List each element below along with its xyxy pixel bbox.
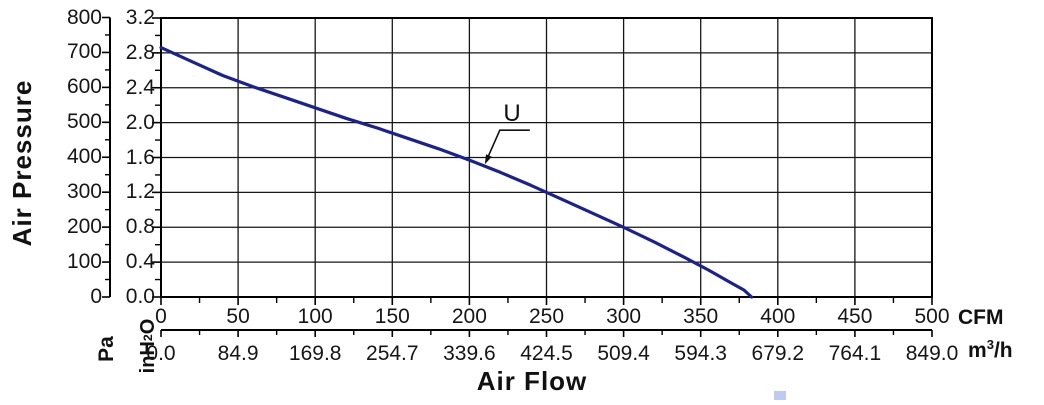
pa-tick-label: 100	[66, 250, 102, 274]
pa-tick-label: 500	[66, 110, 102, 134]
m3h-tick-label: 169.8	[288, 342, 342, 365]
plot-frame	[160, 17, 933, 298]
m3h-tick-label: 594.3	[674, 342, 727, 365]
cfm-tick-label: 200	[451, 305, 487, 328]
cfm-tick-label: 350	[683, 305, 719, 328]
cfm-tick-label: 100	[297, 305, 333, 328]
m3h-tick-label: 254.7	[366, 342, 419, 365]
pa-tick-label: 400	[66, 145, 102, 169]
m3h-tick-label: 0.0	[146, 342, 176, 365]
inh2o-tick-label: 0.4	[125, 250, 155, 274]
m3h-unit-sup: 3	[986, 337, 994, 352]
cfm-tick-label: 50	[226, 305, 250, 328]
m3h-tick-label: 84.9	[217, 342, 259, 365]
inh2o-tick-label: 2.4	[125, 75, 155, 99]
cfm-tick-label: 400	[760, 305, 796, 328]
curve-annotation-label: U	[503, 100, 521, 127]
inh2o-tick-label: 0.0	[125, 285, 155, 308]
m3h-tick-label: 509.4	[597, 342, 650, 365]
inh2o-tick-label: 2.0	[125, 110, 155, 134]
inh2o-tick-label: 2.8	[125, 40, 155, 64]
m3h-unit-label: m3/h	[968, 337, 1013, 363]
inh2o-tick-label: 0.8	[125, 215, 155, 239]
pa-tick-label: 700	[66, 40, 102, 64]
m3h-tick-label: 424.5	[520, 342, 573, 365]
fan-curve	[159, 45, 754, 299]
cfm-tick-label: 250	[528, 305, 565, 328]
inh2o-tick-label: 1.6	[125, 145, 155, 169]
cfm-tick-label: 500	[914, 305, 950, 328]
m3h-tick-label: 764.1	[828, 342, 882, 365]
u-leader-line	[487, 129, 530, 157]
cfm-tick-label: 300	[606, 305, 642, 328]
pa-tick-label: 0	[90, 285, 102, 308]
inh2o-tick-label: 1.2	[125, 180, 155, 204]
pa-tick-label: 800	[66, 5, 102, 29]
m3h-unit-tail: /h	[993, 339, 1013, 362]
m3h-tick-label: 339.6	[443, 342, 496, 365]
pa-tick-label: 300	[66, 180, 102, 204]
pa-unit-label: Pa	[95, 336, 118, 362]
watermark-artifact	[774, 391, 786, 400]
inh2o-unit-sub: 2	[141, 334, 155, 342]
cfm-unit-label: CFM	[958, 306, 1004, 329]
pa-tick-label: 600	[66, 75, 102, 99]
y-axis-title: Air Pressure	[6, 79, 37, 247]
m3h-unit-base: m	[968, 339, 987, 362]
inh2o-tick-label: 3.2	[125, 6, 155, 29]
pa-tick-label: 200	[66, 215, 102, 239]
x-axis-title: Air Flow	[476, 366, 588, 396]
cfm-tick-label: 150	[374, 305, 410, 328]
m3h-tick-label: 849.0	[905, 342, 959, 365]
m3h-tick-label: 679.2	[751, 342, 805, 365]
cfm-tick-label: 0	[155, 305, 167, 328]
cfm-tick-label: 450	[837, 305, 873, 328]
u-leader-arrowhead	[484, 154, 492, 165]
